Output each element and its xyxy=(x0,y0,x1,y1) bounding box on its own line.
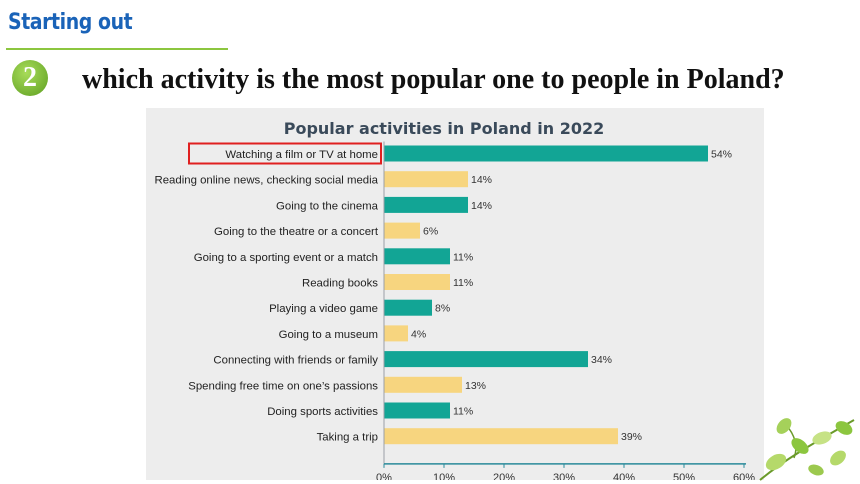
leaf-decoration xyxy=(759,418,855,481)
bar xyxy=(384,402,450,419)
category-label: Going to a sporting event or a match xyxy=(194,252,378,264)
bar xyxy=(384,351,588,368)
chart-title: Popular activities in Poland in 2022 xyxy=(284,119,605,138)
highlight-box xyxy=(188,142,382,165)
data-label: 13% xyxy=(465,380,486,392)
bar xyxy=(384,428,618,445)
chart-panel: Popular activities in Poland in 2022 Wat… xyxy=(146,108,764,480)
x-tick-label: 60% xyxy=(733,472,755,480)
category-label: Playing a video game xyxy=(269,303,378,315)
bar-chart: Popular activities in Poland in 2022 Wat… xyxy=(154,119,755,480)
bar xyxy=(384,274,450,290)
data-label: 11% xyxy=(453,251,473,263)
category-label: Going to a museum xyxy=(279,329,378,341)
heading-divider xyxy=(6,48,228,50)
x-tick-label: 40% xyxy=(613,472,635,480)
data-label: 14% xyxy=(471,174,492,186)
bar xyxy=(384,145,708,162)
bar xyxy=(384,376,462,393)
question-number-badge: 2 xyxy=(12,60,48,96)
x-tick-label: 0% xyxy=(376,472,392,480)
bar xyxy=(384,222,420,239)
category-label: Going to the cinema xyxy=(276,200,379,212)
data-label: 8% xyxy=(435,303,450,315)
data-label: 34% xyxy=(591,354,612,366)
x-tick-label: 20% xyxy=(493,472,515,480)
bar xyxy=(384,248,450,265)
question-text: which activity is the most popular one t… xyxy=(82,64,785,95)
category-label: Taking a trip xyxy=(317,432,378,444)
bar xyxy=(384,325,408,342)
category-label: Going to the theatre or a concert xyxy=(214,226,379,238)
category-label: Connecting with friends or family xyxy=(213,355,378,367)
x-tick-label: 10% xyxy=(433,472,455,480)
data-label: 39% xyxy=(621,431,642,443)
x-tick-label: 30% xyxy=(553,472,575,480)
category-label: Watching a film or TV at home xyxy=(225,149,378,161)
data-label: 11% xyxy=(453,406,473,418)
bar xyxy=(384,171,468,188)
category-label: Doing sports activities xyxy=(267,406,378,418)
data-label: 4% xyxy=(411,328,426,340)
data-label: 14% xyxy=(471,200,492,212)
category-label: Reading books xyxy=(302,278,378,290)
bar xyxy=(384,299,432,316)
category-label: Reading online news, checking social med… xyxy=(154,175,378,187)
data-label: 6% xyxy=(423,226,438,238)
x-tick-label: 50% xyxy=(673,472,695,480)
data-label: 11% xyxy=(453,277,473,289)
section-heading: Starting out xyxy=(8,10,133,35)
bars-layer: Watching a film or TV at home 54% Reading … xyxy=(154,141,755,480)
bar xyxy=(384,196,468,213)
data-label: 54% xyxy=(711,149,732,161)
category-label: Spending free time on one’s passions xyxy=(188,380,378,392)
